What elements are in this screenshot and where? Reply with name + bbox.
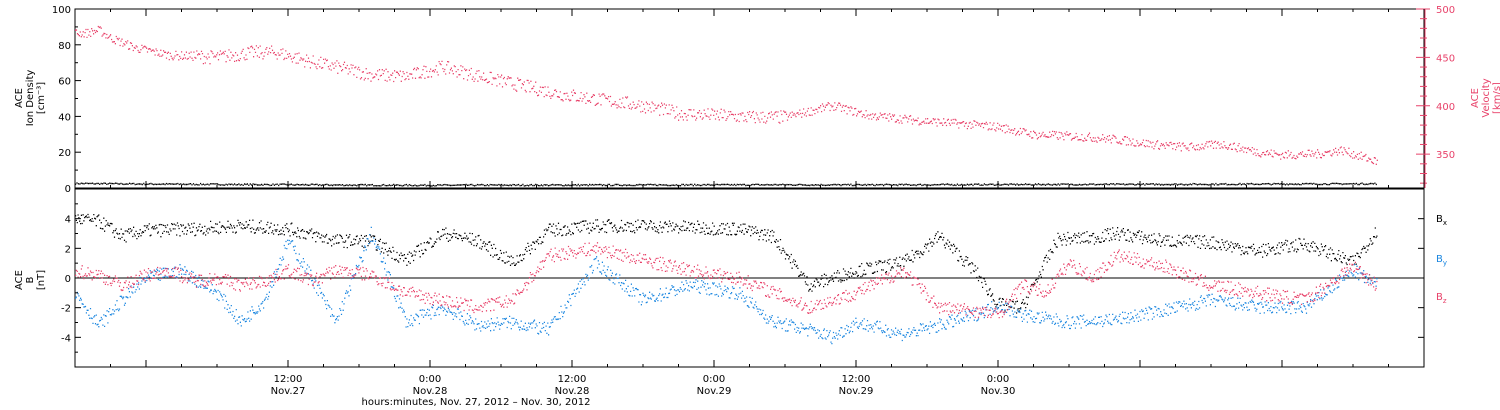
velocity-tick-label: 500 — [1436, 5, 1455, 16]
date-tick-label: Nov.30 — [981, 386, 1016, 397]
time-tick-label: 12:00 — [558, 374, 587, 385]
b-tick-label: -2 — [61, 304, 71, 315]
density-axis-label: ACEIon Density[cm⁻³] — [14, 70, 47, 127]
bz-series-points — [75, 242, 1378, 319]
date-tick-label: Nov.28 — [555, 386, 590, 397]
date-tick-label: Nov.29 — [839, 386, 874, 397]
time-tick-label: 0:00 — [419, 374, 441, 385]
density-tick-label: 40 — [58, 112, 71, 123]
density-tick-label: 0 — [65, 184, 71, 195]
plasma-panel: 0 20 40 60 80 100 350 400 450 500 ACEIon Density… — [14, 5, 1500, 195]
date-tick-label: Nov.29 — [697, 386, 732, 397]
velocity-series-points — [75, 25, 1378, 165]
time-axis: 12:00Nov.270:00Nov.2812:00Nov.280:00Nov.… — [74, 9, 1425, 397]
magnetic-data-layer — [75, 213, 1378, 345]
b-tick-label: -4 — [61, 333, 71, 344]
b-tick-label: 2 — [65, 244, 71, 255]
legend-bz: Bz — [1436, 292, 1447, 305]
density-series-points — [75, 182, 1377, 187]
date-tick-label: Nov.27 — [271, 386, 306, 397]
magnetic-field-panel: -4 -2 0 2 4 ACEB[nT] Bx By Bz — [14, 188, 1447, 368]
density-tick-label: 60 — [58, 77, 71, 88]
b-tick-label: 4 — [65, 215, 71, 226]
legend-by: By — [1436, 254, 1447, 267]
time-tick-label: 12:00 — [274, 374, 303, 385]
plasma-panel-frame — [74, 8, 1425, 189]
bx-series-points — [75, 213, 1378, 314]
velocity-tick-label: 450 — [1436, 53, 1455, 64]
b-axis-label: ACEB[nT] — [14, 270, 47, 290]
density-tick-label: 80 — [58, 41, 71, 52]
b-tick-label: 0 — [65, 274, 71, 285]
velocity-axis-label: ACEVelocity[km/s] — [1470, 78, 1500, 117]
density-tick-label: 100 — [52, 5, 71, 16]
component-legend: Bx By Bz — [1436, 214, 1447, 305]
time-tick-label: 12:00 — [842, 374, 871, 385]
legend-bx: Bx — [1436, 214, 1447, 227]
date-tick-label: Nov.28 — [413, 386, 448, 397]
by-series-points — [75, 226, 1378, 345]
density-tick-label: 20 — [58, 148, 71, 159]
plasma-data-layer — [75, 25, 1378, 187]
time-tick-label: 0:00 — [987, 374, 1009, 385]
time-tick-label: 0:00 — [703, 374, 725, 385]
velocity-tick-label: 400 — [1436, 102, 1455, 113]
time-axis-title: hours:minutes, Nov. 27, 2012 – Nov. 30, … — [362, 397, 591, 408]
velocity-tick-label: 350 — [1436, 150, 1455, 161]
